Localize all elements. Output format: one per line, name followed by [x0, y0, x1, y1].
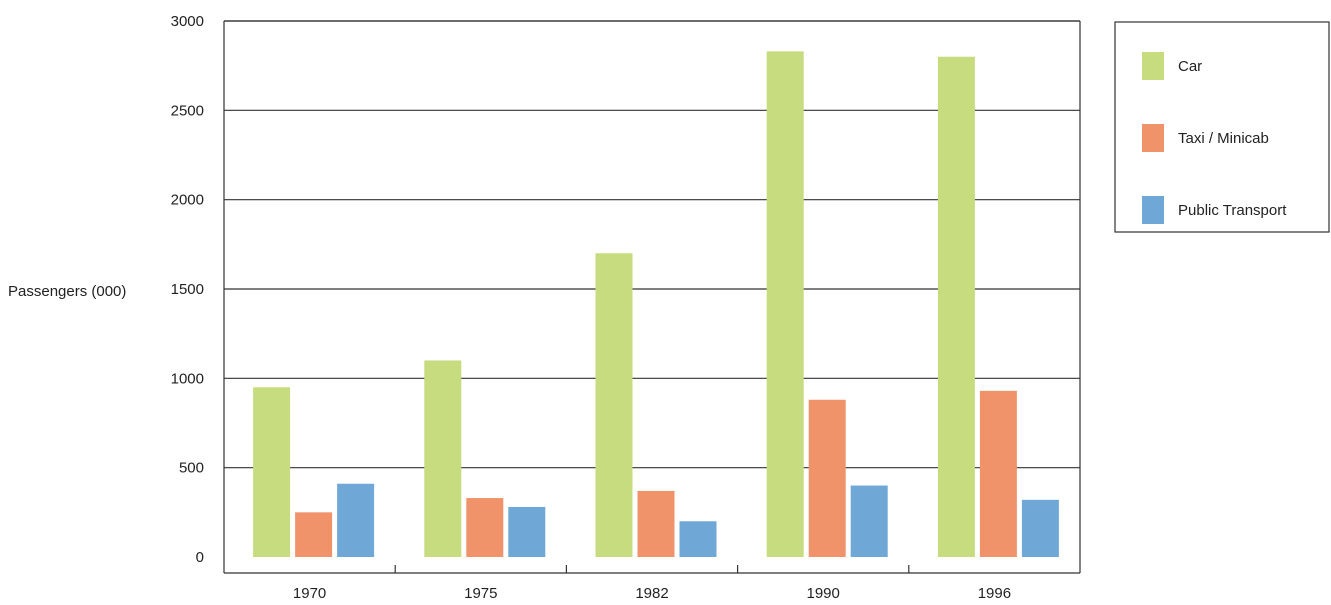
bar-1970-0: [253, 387, 291, 557]
y-tick-label: 1500: [171, 281, 204, 298]
y-axis-title: Passengers (000): [8, 283, 126, 300]
bar-1970-1: [295, 512, 333, 557]
legend: Car Taxi / Minicab Public Transport: [1114, 21, 1330, 233]
x-tick-label: 1982: [635, 585, 668, 602]
x-tick-label: 1970: [293, 585, 326, 602]
y-tick-label: 3000: [171, 13, 204, 30]
bar-1996-2: [1021, 499, 1059, 557]
legend-label-2: Public Transport: [1178, 202, 1287, 219]
legend-swatch-2: [1142, 196, 1164, 224]
bar-1990-0: [766, 51, 804, 558]
bar-1970-2: [337, 483, 375, 557]
bar-1990-2: [850, 485, 888, 557]
legend-swatch-0: [1142, 52, 1164, 80]
bars: [253, 51, 1059, 558]
bar-1975-1: [466, 498, 504, 557]
bar-1996-1: [979, 390, 1017, 557]
bar-1996-0: [937, 56, 975, 557]
bar-1990-1: [808, 399, 846, 557]
legend-label-1: Taxi / Minicab: [1178, 130, 1269, 147]
x-tick-label: 1990: [807, 585, 840, 602]
bar-1975-0: [424, 360, 462, 557]
legend-swatch-1: [1142, 124, 1164, 152]
y-tick-label: 2500: [171, 102, 204, 119]
bar-1982-0: [595, 253, 633, 557]
y-tick-label: 0: [196, 549, 204, 566]
y-tick-label: 1000: [171, 370, 204, 387]
y-axis-ticks: 0 500 1000 1500 2000 2500 3000: [171, 13, 204, 566]
gridlines: [223, 20, 1081, 573]
x-tick-label: 1996: [978, 585, 1011, 602]
bar-1975-2: [508, 506, 546, 557]
bar-1982-2: [679, 521, 717, 557]
bar-1982-1: [637, 490, 675, 557]
x-axis: 1970 1975 1982 1990 1996: [224, 565, 1080, 602]
y-tick-label: 2000: [171, 192, 204, 209]
x-tick-label: 1975: [464, 585, 497, 602]
legend-label-0: Car: [1178, 58, 1202, 75]
y-tick-label: 500: [179, 460, 204, 477]
